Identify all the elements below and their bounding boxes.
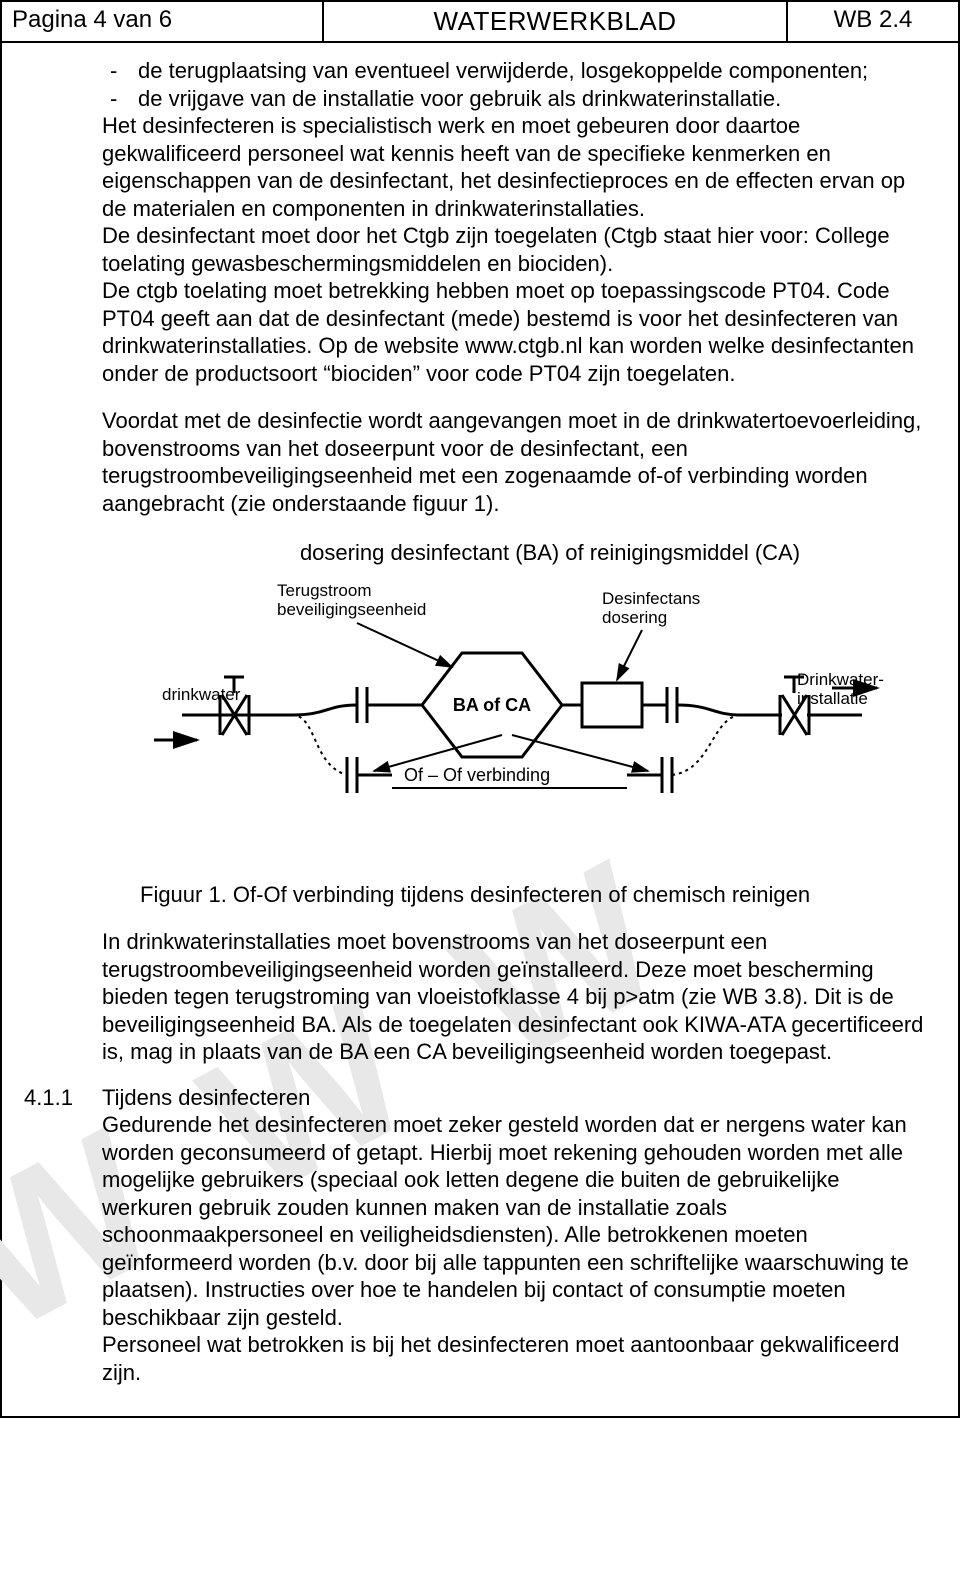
figure-top-caption: dosering desinfectant (BA) of reinigings… (172, 539, 928, 567)
figure-1: Terugstroom beveiligingseenheid Desinfec… (102, 575, 928, 875)
figure-svg: BA of CA (142, 575, 902, 875)
intro-bullet-list: de terugplaatsing van eventueel verwijde… (102, 57, 928, 112)
section-title: Tijdens desinfecteren (102, 1085, 310, 1110)
section-body: Gedurende het desinfecteren moet zeker g… (102, 1112, 909, 1330)
section-body: Personeel wat betrokken is bij het desin… (102, 1332, 899, 1385)
list-item: de terugplaatsing van eventueel verwijde… (138, 57, 928, 85)
list-item: de vrijgave van de installatie voor gebr… (138, 85, 928, 113)
paragraph: De ctgb toelating moet betrekking hebben… (102, 277, 928, 387)
header-page-number: Pagina 4 van 6 (2, 2, 324, 41)
document-page: Pagina 4 van 6 WATERWERKBLAD WB 2.4 W W … (0, 0, 960, 1418)
paragraph: Voordat met de desinfectie wordt aangeva… (102, 407, 928, 517)
header-title: WATERWERKBLAD (324, 2, 788, 41)
header-code: WB 2.4 (788, 2, 958, 41)
paragraph: De desinfectant moet door het Ctgb zijn … (102, 222, 928, 277)
figure-ofof-label: Of – Of verbinding (404, 765, 550, 785)
figure-caption: Figuur 1. Of-Of verbinding tijdens desin… (140, 881, 928, 909)
page-content: W W W de terugplaatsing van eventueel ve… (2, 43, 958, 1416)
paragraph: In drinkwaterinstallaties moet bovenstro… (102, 928, 928, 1066)
section-number: 4.1.1 (24, 1084, 73, 1112)
figure-center-label: BA of CA (453, 695, 531, 715)
paragraph: Het desinfecteren is specialistisch werk… (102, 112, 928, 222)
section-411: 4.1.1 Tijdens desinfecteren Gedurende he… (102, 1084, 928, 1387)
page-header: Pagina 4 van 6 WATERWERKBLAD WB 2.4 (2, 2, 958, 43)
